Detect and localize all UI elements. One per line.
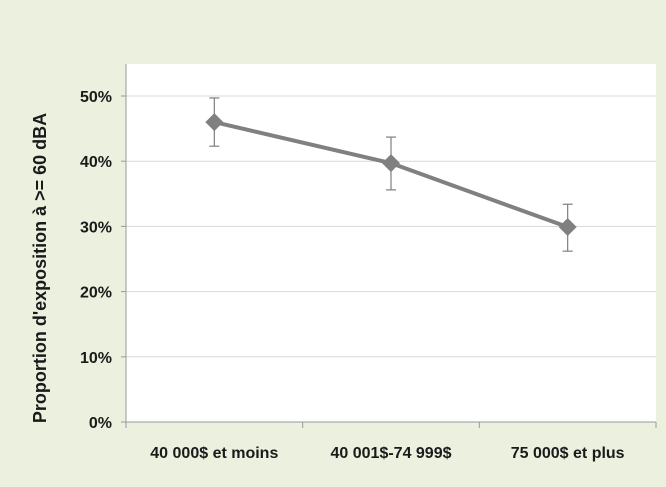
- x-tick-label: 40 000$ et moins: [150, 445, 278, 462]
- y-tick-label: 0%: [89, 415, 112, 432]
- y-tick-label: 20%: [80, 285, 112, 302]
- data-point-diamond: [205, 113, 224, 132]
- plot-area: [126, 64, 656, 422]
- y-tick-label: 50%: [80, 89, 112, 106]
- y-tick-label: 30%: [80, 219, 112, 236]
- data-point-diamond: [382, 154, 400, 173]
- x-tick-label: 75 000$ et plus: [511, 445, 625, 462]
- y-tick-label: 10%: [80, 350, 112, 367]
- y-axis-label: Proportion d'exposition à >= 60 dBA: [30, 113, 50, 423]
- y-tick-label: 40%: [80, 154, 112, 171]
- x-tick-label: 40 001$-74 999$: [331, 445, 452, 462]
- data-point-diamond: [558, 218, 577, 237]
